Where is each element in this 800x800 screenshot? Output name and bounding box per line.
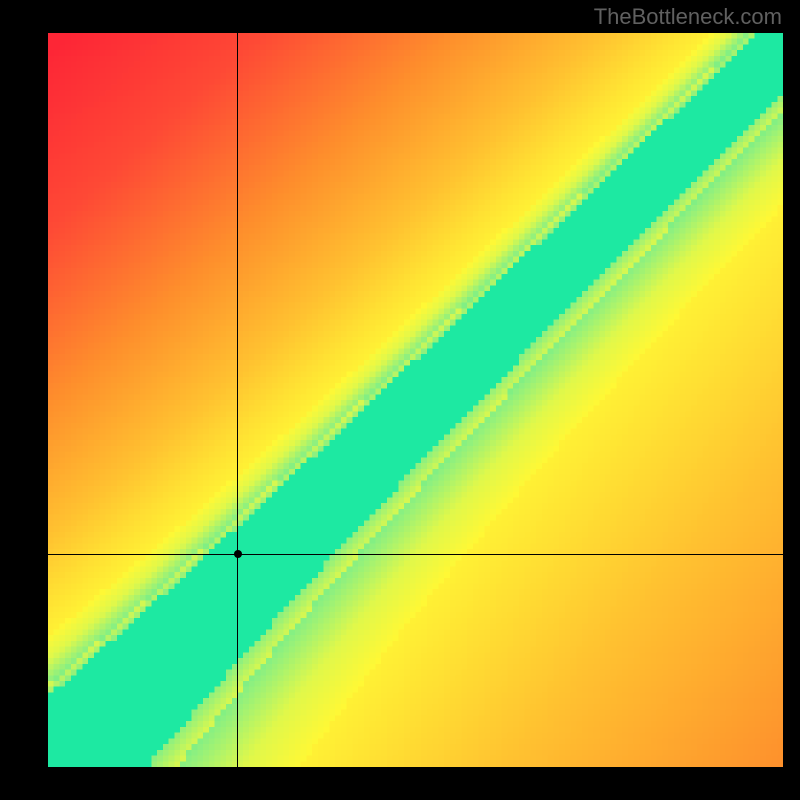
watermark-text: TheBottleneck.com — [594, 4, 782, 30]
heatmap-surface — [48, 33, 783, 767]
chart-container: TheBottleneck.com — [0, 0, 800, 800]
crosshair-vertical — [237, 33, 238, 767]
crosshair-horizontal — [48, 554, 783, 555]
crosshair-marker-dot — [234, 550, 242, 558]
